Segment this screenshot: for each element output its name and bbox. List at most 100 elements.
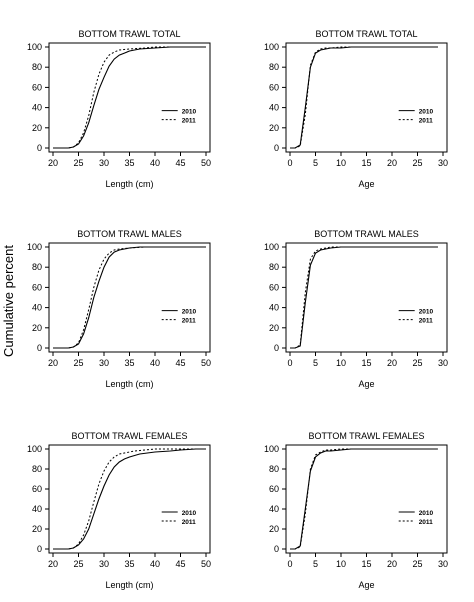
y-tick-label: 0: [274, 544, 279, 554]
series-line-2010: [53, 246, 206, 349]
x-tick-label: 30: [99, 358, 109, 368]
y-tick-label: 60: [32, 484, 42, 494]
y-tick-label: 100: [264, 444, 279, 454]
chart-panel: BOTTOM TRAWL MALES 0 5 10 15 20 25 30 0 20 40 60 80 1…: [264, 229, 448, 389]
legend-label: 2011: [182, 519, 196, 526]
chart-panel: BOTTOM TRAWL MALES 20 25 30 35 40 45 50 0 20 40 60 8…: [27, 229, 211, 389]
x-tick-label: 10: [336, 559, 346, 569]
y-tick-label: 80: [32, 62, 42, 72]
x-tick-label: 25: [412, 358, 422, 368]
y-tick-label: 40: [32, 103, 42, 113]
legend-label: 2011: [182, 318, 196, 325]
x-tick-label: 45: [175, 158, 185, 168]
x-tick-label: 45: [175, 358, 185, 368]
y-tick-label: 20: [269, 524, 279, 534]
chart-title: BOTTOM TRAWL MALES: [314, 229, 419, 239]
y-tick-label: 80: [32, 262, 42, 272]
x-tick-label: 35: [124, 158, 134, 168]
x-tick-label: 30: [438, 158, 448, 168]
x-tick-label: 0: [287, 358, 292, 368]
x-tick-label: 5: [313, 158, 318, 168]
legend-label: 2011: [182, 118, 196, 125]
x-axis-label: Length (cm): [105, 179, 153, 189]
figure-y-axis-label: Cumulative percent: [1, 245, 16, 357]
y-tick-label: 60: [269, 484, 279, 494]
y-tick-label: 100: [27, 242, 42, 252]
x-tick-label: 20: [48, 559, 58, 569]
y-tick-label: 20: [32, 524, 42, 534]
plot-frame: [48, 42, 211, 153]
y-tick-label: 80: [32, 464, 42, 474]
y-tick-label: 0: [274, 143, 279, 153]
x-tick-label: 20: [48, 358, 58, 368]
series-line-2011: [290, 46, 438, 149]
series-line-2011: [290, 448, 438, 550]
x-tick-label: 20: [387, 559, 397, 569]
chart-title: BOTTOM TRAWL TOTAL: [78, 29, 180, 39]
chart-panel: BOTTOM TRAWL FEMALES 0 5 10 15 20 25 30 0 20 40 60 8…: [264, 431, 448, 590]
x-axis-label: Length (cm): [105, 379, 153, 389]
y-tick-label: 60: [32, 282, 42, 292]
x-tick-label: 30: [438, 358, 448, 368]
legend-label: 2011: [419, 118, 433, 125]
x-tick-label: 0: [287, 158, 292, 168]
chart-panel: BOTTOM TRAWL TOTAL 0 5 10 15 20 25 30 0 20 40 60 80 1…: [264, 29, 448, 189]
chart-title: BOTTOM TRAWL FEMALES: [308, 431, 424, 441]
legend-label: 2010: [419, 510, 434, 517]
y-tick-label: 80: [269, 62, 279, 72]
x-tick-label: 50: [201, 559, 211, 569]
legend-label: 2010: [182, 109, 197, 116]
legend-label: 2011: [419, 318, 433, 325]
y-tick-label: 40: [269, 303, 279, 313]
x-axis-label: Age: [358, 179, 374, 189]
x-tick-label: 50: [201, 358, 211, 368]
x-tick-label: 40: [150, 358, 160, 368]
y-tick-label: 60: [269, 282, 279, 292]
y-tick-label: 100: [264, 242, 279, 252]
y-tick-label: 20: [269, 123, 279, 133]
y-tick-label: 20: [32, 123, 42, 133]
x-tick-label: 50: [201, 158, 211, 168]
plot-frame: [48, 444, 211, 554]
y-tick-label: 40: [32, 303, 42, 313]
plot-frame: [285, 42, 448, 153]
chart-title: BOTTOM TRAWL TOTAL: [315, 29, 417, 39]
y-tick-label: 0: [37, 544, 42, 554]
x-axis-label: Length (cm): [105, 580, 153, 590]
x-tick-label: 5: [313, 358, 318, 368]
y-tick-label: 0: [274, 343, 279, 353]
x-tick-label: 30: [99, 158, 109, 168]
x-tick-label: 0: [287, 559, 292, 569]
y-tick-label: 40: [32, 504, 42, 514]
x-tick-label: 20: [387, 158, 397, 168]
series-line-2010: [290, 448, 438, 550]
chart-title: BOTTOM TRAWL MALES: [77, 229, 182, 239]
series-line-2011: [53, 246, 206, 349]
series-line-2011: [290, 246, 438, 349]
y-tick-label: 0: [37, 143, 42, 153]
series-line-2010: [53, 448, 206, 550]
series-line-2010: [53, 46, 206, 149]
legend-label: 2011: [419, 519, 433, 526]
y-tick-label: 100: [27, 444, 42, 454]
x-tick-label: 25: [412, 158, 422, 168]
y-tick-label: 0: [37, 343, 42, 353]
chart-panel: BOTTOM TRAWL FEMALES 20 25 30 35 40 45 50 0 20 40 6…: [27, 431, 211, 590]
x-tick-label: 35: [124, 358, 134, 368]
chart-title: BOTTOM TRAWL FEMALES: [71, 431, 187, 441]
series-line-2010: [290, 246, 438, 349]
x-tick-label: 45: [175, 559, 185, 569]
legend-label: 2010: [419, 109, 434, 116]
x-tick-label: 25: [73, 559, 83, 569]
x-tick-label: 40: [150, 559, 160, 569]
y-tick-label: 80: [269, 464, 279, 474]
y-tick-label: 40: [269, 504, 279, 514]
legend-label: 2010: [182, 510, 197, 517]
x-tick-label: 15: [361, 559, 371, 569]
plot-frame: [285, 444, 448, 554]
chart-panel: BOTTOM TRAWL TOTAL 20 25 30 35 40 45 50 0 20 40 60 8…: [27, 29, 211, 189]
x-tick-label: 40: [150, 158, 160, 168]
x-tick-label: 30: [99, 559, 109, 569]
